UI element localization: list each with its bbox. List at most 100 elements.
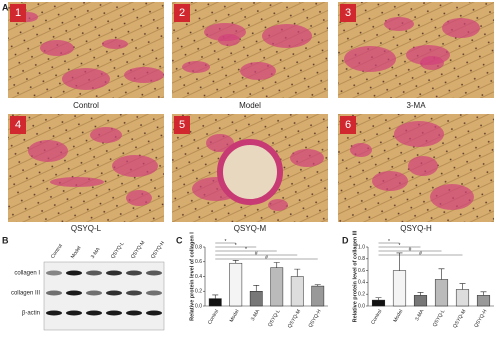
significance-mark: * bbox=[245, 247, 247, 253]
panel-letter: C bbox=[176, 235, 183, 245]
significance-mark: * bbox=[399, 243, 401, 249]
significance-mark: * bbox=[225, 239, 227, 245]
micrograph-label: Control bbox=[73, 101, 99, 110]
y-tick-label: 0.8 bbox=[358, 256, 365, 262]
y-tick-label: 0.0 bbox=[195, 303, 202, 309]
x-tick-label: 3-MA bbox=[414, 308, 426, 322]
row-label: collagen III bbox=[11, 291, 40, 297]
micrograph-label: QSYQ-H bbox=[400, 224, 432, 233]
y-tick-label: 0.2 bbox=[358, 292, 365, 298]
x-tick-label: QSYQ-H bbox=[473, 308, 488, 328]
collagen-stain bbox=[406, 45, 450, 65]
collagen-stain bbox=[408, 156, 438, 176]
number-badge bbox=[10, 116, 26, 134]
x-tick-label: Control bbox=[370, 309, 383, 326]
number-badge bbox=[340, 4, 356, 22]
band bbox=[106, 270, 122, 276]
y-tick-label: 1.0 bbox=[358, 244, 365, 250]
micrograph: 4 QSYQ-L bbox=[8, 114, 164, 233]
collagen-stain bbox=[394, 121, 444, 147]
error-bar bbox=[253, 285, 260, 292]
band bbox=[126, 310, 142, 316]
micrograph: 1 Control bbox=[8, 2, 164, 110]
band bbox=[146, 270, 162, 276]
bar bbox=[413, 295, 428, 307]
collagen-stain bbox=[62, 68, 110, 90]
x-tick-label: QSYQ-M bbox=[287, 309, 302, 330]
band bbox=[146, 290, 162, 296]
panel-letter: B bbox=[2, 235, 9, 245]
micrograph-label: QSYQ-L bbox=[71, 224, 102, 233]
band bbox=[66, 270, 82, 276]
number-badge bbox=[174, 116, 190, 134]
band bbox=[46, 290, 62, 296]
bar bbox=[434, 279, 449, 307]
y-tick-label: 0.8 bbox=[195, 244, 202, 250]
number-badge bbox=[340, 116, 356, 134]
number-badge bbox=[174, 4, 190, 22]
lane-label: QSYQ-L bbox=[110, 241, 126, 260]
lane-label: Control bbox=[50, 243, 64, 260]
lane-label: 3-MA bbox=[90, 246, 102, 260]
error-bar bbox=[294, 268, 301, 277]
error-bar bbox=[438, 268, 445, 280]
significance-mark: # bbox=[255, 251, 258, 257]
band bbox=[146, 310, 162, 316]
panel-number: 6 bbox=[345, 119, 351, 131]
band bbox=[126, 290, 142, 296]
y-axis-label: Relative protein level of collagen III bbox=[352, 230, 358, 322]
collagen-stain bbox=[240, 62, 276, 80]
panel-letter: A bbox=[2, 2, 9, 12]
error-bar bbox=[314, 284, 321, 287]
collagen-stain bbox=[204, 23, 246, 41]
collagen-stain bbox=[102, 39, 128, 49]
x-tick-label: QSYQ-M bbox=[452, 309, 467, 330]
bar-chart: Relative protein level of collagen III 0.… bbox=[352, 230, 494, 329]
panel-number: 4 bbox=[15, 119, 21, 131]
x-tick-label: QSYQ-L bbox=[432, 308, 447, 328]
bar bbox=[229, 262, 243, 307]
y-tick-label: 0.6 bbox=[195, 259, 202, 265]
error-bar bbox=[375, 297, 382, 301]
x-tick-label: Model bbox=[392, 309, 404, 324]
collagen-stain bbox=[124, 67, 164, 83]
western-blot: Control Model 3-MA QSYQ-L QSYQ-M QSYQ-H collag… bbox=[11, 240, 166, 331]
panel-number: 2 bbox=[179, 7, 185, 19]
micrograph: 5 QSYQ-M bbox=[172, 114, 328, 233]
collagen-stain bbox=[28, 140, 68, 162]
y-axis-label: Relative protein level of collagen I bbox=[189, 232, 195, 321]
error-bar bbox=[273, 262, 280, 268]
x-tick-label: Model bbox=[229, 309, 241, 324]
x-tick-label: 3-MA bbox=[250, 308, 262, 322]
collagen-stain bbox=[384, 17, 414, 31]
micrograph-label: 3-MA bbox=[406, 101, 426, 110]
row-label: collagen I bbox=[14, 271, 40, 277]
collagen-stain bbox=[206, 134, 234, 152]
collagen-stain bbox=[262, 24, 312, 48]
error-bar bbox=[459, 283, 466, 290]
x-tick-label: Control bbox=[207, 309, 220, 326]
band bbox=[106, 290, 122, 296]
y-tick-label: 0.2 bbox=[195, 289, 202, 295]
bar bbox=[249, 291, 263, 307]
tissue-image bbox=[172, 2, 328, 98]
bar-chart: Relative protein level of collagen I 0.0 0… bbox=[189, 232, 328, 330]
row-label: β-actin bbox=[22, 311, 40, 317]
bar bbox=[476, 295, 491, 307]
collagen-stain bbox=[344, 46, 396, 72]
significance-mark: # bbox=[409, 247, 412, 253]
significance-mark: * bbox=[235, 243, 237, 249]
bar bbox=[392, 270, 407, 307]
lane-label: QSYQ-H bbox=[150, 240, 166, 260]
bar bbox=[290, 276, 304, 307]
micrograph: 6 QSYQ-H bbox=[338, 114, 494, 233]
bar bbox=[311, 285, 325, 307]
bar bbox=[208, 298, 222, 307]
error-bar bbox=[212, 294, 219, 299]
collagen-stain bbox=[182, 61, 210, 73]
panel-number: 5 bbox=[179, 119, 185, 131]
band bbox=[86, 270, 102, 276]
y-tick-label: 0.4 bbox=[195, 274, 202, 280]
band bbox=[86, 310, 102, 316]
